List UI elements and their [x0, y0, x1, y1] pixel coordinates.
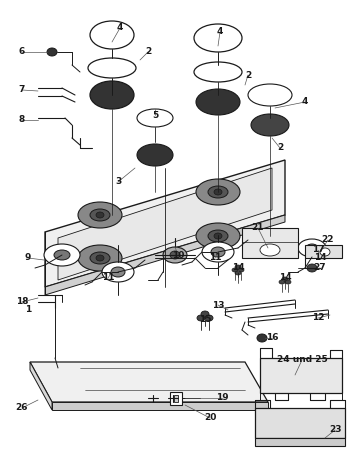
Ellipse shape	[96, 212, 104, 218]
Ellipse shape	[137, 144, 173, 166]
Text: 23: 23	[329, 425, 341, 434]
Polygon shape	[58, 168, 272, 280]
Polygon shape	[305, 245, 342, 258]
Ellipse shape	[251, 114, 289, 136]
Text: 14: 14	[279, 274, 291, 282]
Ellipse shape	[90, 209, 110, 221]
Polygon shape	[30, 362, 268, 402]
Text: 10: 10	[172, 250, 184, 259]
Text: 8: 8	[19, 115, 25, 125]
Ellipse shape	[279, 280, 285, 284]
Ellipse shape	[44, 244, 80, 266]
Text: 9: 9	[25, 254, 31, 263]
Ellipse shape	[197, 315, 205, 321]
Ellipse shape	[96, 255, 104, 261]
Ellipse shape	[307, 264, 317, 272]
Ellipse shape	[238, 268, 244, 272]
Text: 26: 26	[16, 403, 28, 413]
Text: 22: 22	[322, 236, 334, 244]
Ellipse shape	[90, 81, 134, 109]
Ellipse shape	[235, 271, 241, 275]
Ellipse shape	[282, 277, 288, 281]
Text: 11: 11	[209, 254, 221, 263]
Polygon shape	[45, 215, 285, 295]
Text: 7: 7	[19, 86, 25, 94]
Ellipse shape	[235, 265, 241, 269]
Ellipse shape	[257, 334, 267, 342]
Text: 4: 4	[117, 24, 123, 32]
Ellipse shape	[47, 48, 57, 56]
Text: 2: 2	[277, 144, 283, 152]
Polygon shape	[260, 358, 342, 393]
Text: 5: 5	[152, 111, 158, 119]
Polygon shape	[170, 392, 182, 405]
Ellipse shape	[78, 202, 122, 228]
Text: 27: 27	[314, 263, 326, 273]
Polygon shape	[255, 408, 345, 438]
Ellipse shape	[194, 62, 242, 82]
Ellipse shape	[78, 245, 122, 271]
Polygon shape	[52, 402, 268, 410]
Ellipse shape	[102, 262, 134, 282]
Text: 1: 1	[25, 306, 31, 314]
Text: 18: 18	[16, 298, 28, 307]
Text: 16: 16	[266, 333, 278, 343]
Text: 24 und 25: 24 und 25	[276, 356, 327, 364]
Ellipse shape	[208, 230, 228, 242]
Ellipse shape	[214, 189, 222, 195]
Ellipse shape	[196, 89, 240, 115]
Ellipse shape	[232, 268, 238, 272]
Text: 14: 14	[314, 254, 326, 263]
Text: 21: 21	[252, 224, 264, 232]
Ellipse shape	[298, 239, 326, 257]
Polygon shape	[255, 438, 345, 446]
Ellipse shape	[54, 250, 70, 260]
Text: 20: 20	[204, 413, 216, 423]
Text: 14: 14	[232, 263, 244, 273]
Ellipse shape	[90, 21, 134, 49]
Ellipse shape	[196, 223, 240, 249]
Polygon shape	[242, 228, 298, 258]
Text: 3: 3	[115, 177, 121, 187]
Ellipse shape	[260, 244, 280, 256]
Ellipse shape	[201, 311, 209, 317]
Ellipse shape	[211, 247, 225, 257]
Text: 11: 11	[102, 274, 114, 282]
Ellipse shape	[90, 252, 110, 264]
Polygon shape	[45, 160, 285, 287]
Ellipse shape	[111, 267, 125, 277]
Ellipse shape	[163, 247, 187, 263]
Text: 6: 6	[19, 48, 25, 56]
Polygon shape	[30, 362, 52, 410]
Text: 2: 2	[245, 70, 251, 80]
Ellipse shape	[196, 179, 240, 205]
Ellipse shape	[202, 242, 234, 262]
Ellipse shape	[205, 315, 213, 321]
Ellipse shape	[214, 233, 222, 239]
Text: 4: 4	[302, 98, 308, 106]
Text: 4: 4	[217, 27, 223, 37]
Ellipse shape	[208, 186, 228, 198]
Ellipse shape	[306, 244, 318, 252]
Text: 12: 12	[312, 313, 324, 323]
Text: 13: 13	[212, 300, 224, 309]
Ellipse shape	[285, 280, 291, 284]
Polygon shape	[174, 395, 178, 402]
Ellipse shape	[320, 248, 330, 256]
Text: 19: 19	[216, 394, 228, 402]
Text: 2: 2	[145, 48, 151, 56]
Ellipse shape	[170, 251, 180, 259]
Ellipse shape	[137, 109, 173, 127]
Ellipse shape	[248, 84, 292, 106]
Ellipse shape	[88, 58, 136, 78]
Text: 15: 15	[199, 315, 211, 325]
Ellipse shape	[194, 24, 242, 52]
Text: 17: 17	[312, 245, 324, 255]
